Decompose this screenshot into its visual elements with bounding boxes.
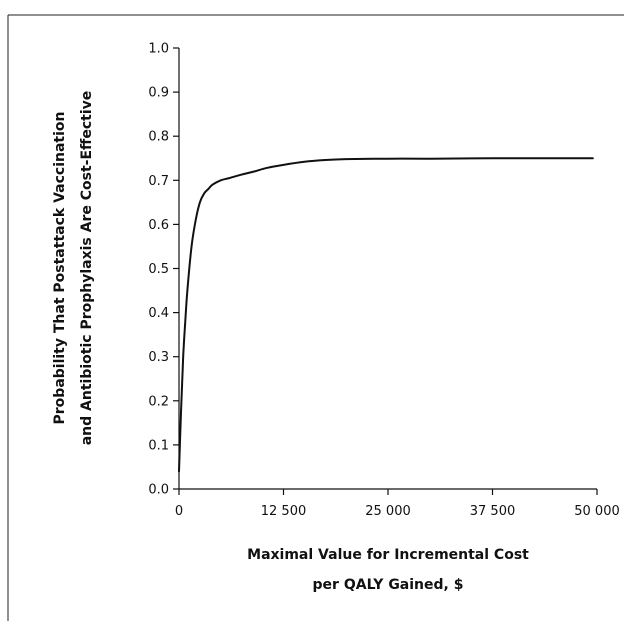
y-tick-label: 0.2: [148, 394, 169, 409]
x-tick-label: 0: [175, 504, 183, 519]
x-axis-title-line-1: Maximal Value for Incremental Cost: [247, 547, 529, 563]
x-tick-label: 50 000: [574, 504, 620, 519]
y-tick-label: 0.7: [148, 174, 169, 189]
y-tick-label: 0.3: [148, 350, 169, 365]
plot-area: 0.0 0.1 0.2 0.3 0.4 0.5 0.6 0.7 0.8 0.9 1.0 0 12 50…: [148, 42, 619, 520]
y-axis-title-line-1: Probability That Postattack Vaccination: [52, 112, 68, 425]
x-tick-label: 37 500: [470, 504, 516, 519]
y-tick-label: 0.1: [148, 438, 169, 453]
x-axis-title-line-2: per QALY Gained, $: [313, 577, 464, 593]
x-axis-ticks: 0 12 500 25 000 37 500 50 000: [175, 489, 620, 519]
y-axis-title-line-2: and Antibiotic Prophylaxis Are Cost-Effe…: [79, 91, 95, 446]
y-tick-label: 0.0: [148, 483, 169, 498]
y-tick-label: 0.6: [148, 218, 169, 233]
x-tick-label: 25 000: [365, 504, 411, 519]
y-tick-label: 0.9: [148, 86, 169, 101]
y-tick-label: 0.8: [148, 130, 169, 145]
series-layer: [178, 157, 594, 473]
y-tick-label: 0.5: [148, 262, 169, 277]
y-tick-label: 1.0: [148, 42, 169, 57]
y-tick-label: 0.4: [148, 306, 169, 321]
y-axis-ticks: 0.0 0.1 0.2 0.3 0.4 0.5 0.6 0.7 0.8 0.9 1.0: [148, 42, 179, 498]
series-line: [178, 157, 594, 473]
x-tick-label: 12 500: [261, 504, 307, 519]
